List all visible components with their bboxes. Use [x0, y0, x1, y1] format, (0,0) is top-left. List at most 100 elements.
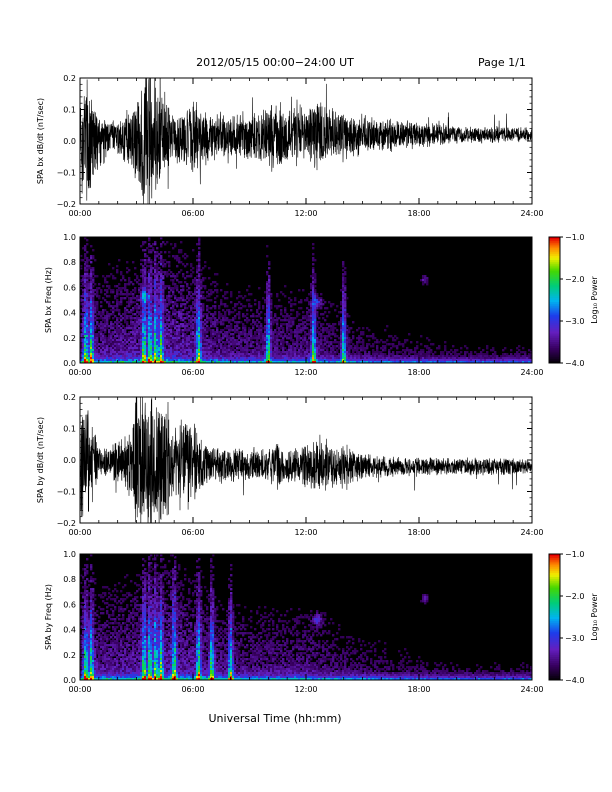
- spectrogram-cell: [284, 335, 287, 338]
- x-tick-label: 12:00: [294, 209, 317, 218]
- spectrogram-cell: [424, 357, 427, 360]
- spectrogram-cell: [364, 347, 367, 350]
- spectrogram-cell: [260, 311, 263, 314]
- spectrogram-cell: [184, 353, 187, 356]
- spectrogram-cell: [228, 359, 231, 362]
- spectrogram-cell: [94, 305, 97, 308]
- spectrogram-cell: [318, 361, 321, 364]
- spectrogram-cell: [146, 359, 149, 362]
- spectrogram-cell: [134, 349, 137, 352]
- spectrogram-cell: [274, 321, 277, 324]
- spectrogram-cell: [242, 347, 245, 350]
- spectrogram-cell: [462, 359, 465, 362]
- spectrogram-cell: [150, 277, 153, 280]
- spectrogram-cell: [170, 343, 173, 346]
- spectrogram-cell: [494, 359, 497, 362]
- spectrogram-cell: [186, 357, 189, 360]
- spectrogram-cell: [140, 295, 143, 298]
- spectrogram-cell: [340, 303, 343, 306]
- spectrogram-cell: [312, 283, 315, 286]
- spectrogram-cell: [428, 361, 431, 364]
- spectrogram-cell: [344, 339, 347, 342]
- spectrogram-cell: [314, 259, 317, 262]
- spectrogram-cell: [508, 361, 511, 364]
- spectrogram-cell: [254, 303, 257, 306]
- spectrogram-cell: [350, 359, 353, 362]
- spectrogram-cell: [150, 317, 153, 320]
- spectrogram-cell: [390, 347, 393, 350]
- spectrogram-cell: [238, 355, 241, 358]
- spectrogram-cell: [158, 293, 161, 296]
- spectrogram-cell: [234, 325, 237, 328]
- spectrogram-cell: [84, 279, 87, 282]
- spectrogram-cell: [174, 319, 177, 322]
- spectrogram-cell: [320, 303, 323, 306]
- spectrogram-cell: [110, 355, 113, 358]
- spectrogram-cell: [172, 337, 175, 340]
- spectrogram-cell: [174, 327, 177, 330]
- spectrogram-cell: [386, 355, 389, 358]
- spectrogram-cell: [196, 357, 199, 360]
- spectrogram-cell: [198, 281, 201, 284]
- spectrogram-cell: [266, 355, 269, 358]
- spectrogram-cell: [90, 285, 93, 288]
- spectrogram-cell: [170, 299, 173, 302]
- spectrogram-cell: [104, 355, 107, 358]
- spectrogram-cell: [262, 347, 265, 350]
- spectrogram-cell: [206, 291, 209, 294]
- spectrogram-cell: [408, 353, 411, 356]
- spectrogram-cell: [130, 309, 133, 312]
- spectrogram-cell: [196, 285, 199, 288]
- spectrogram-cell: [334, 341, 337, 344]
- spectrogram-cell: [294, 341, 297, 344]
- spectrogram-cell: [96, 323, 99, 326]
- spectrogram-cell: [136, 315, 139, 318]
- spectrogram-cell: [280, 309, 283, 312]
- spectrogram-cell: [200, 333, 203, 336]
- spectrogram-cell: [378, 341, 381, 344]
- spectrogram-cell: [342, 277, 345, 280]
- spectrogram-cell: [168, 339, 171, 342]
- spectrogram-cell: [222, 315, 225, 318]
- spectrogram-cell: [246, 299, 249, 302]
- spectrogram-cell: [276, 337, 279, 340]
- spectrogram-cell: [204, 335, 207, 338]
- spectrogram-cell: [200, 353, 203, 356]
- spectrogram-cell: [362, 345, 365, 348]
- spectrogram-cell: [84, 351, 87, 354]
- spectrogram-cell: [192, 333, 195, 336]
- spectrogram-cell: [182, 329, 185, 332]
- spectrogram-cell: [216, 345, 219, 348]
- spectrogram-cell: [334, 339, 337, 342]
- spectrogram-cell: [120, 289, 123, 292]
- spectrogram-cell: [528, 353, 531, 356]
- spectrogram-cell: [100, 351, 103, 354]
- spectrogram-cell: [90, 349, 93, 352]
- spectrogram-cell: [204, 357, 207, 360]
- spectrogram-cell: [160, 361, 163, 364]
- spectrogram-cell: [122, 325, 125, 328]
- spectrogram-cell: [150, 323, 153, 326]
- spectrogram-cell: [346, 357, 349, 360]
- spectrogram-cell: [342, 355, 345, 358]
- spectrogram-cell: [204, 351, 207, 354]
- spectrogram-cell: [338, 355, 341, 358]
- spectrogram-cell: [82, 335, 85, 338]
- spectrogram-cell: [100, 313, 103, 316]
- spectrogram-cell: [194, 337, 197, 340]
- spectrogram-cell: [342, 335, 345, 338]
- spectrogram-cell: [170, 307, 173, 310]
- spectrogram-cell: [350, 357, 353, 360]
- spectrogram-cell: [346, 355, 349, 358]
- spectrogram-cell: [178, 351, 181, 354]
- spectrogram-cell: [156, 301, 159, 304]
- spectrogram-cell: [124, 321, 127, 324]
- spectrogram-cell: [328, 359, 331, 362]
- spectrogram-cell: [200, 347, 203, 350]
- spectrogram-cell: [360, 347, 363, 350]
- spectrogram-cell: [92, 321, 95, 324]
- spectrogram-cell: [84, 287, 87, 290]
- spectrogram-cell: [278, 357, 281, 360]
- spectrogram-cell: [304, 325, 307, 328]
- spectrogram-cell: [94, 293, 97, 296]
